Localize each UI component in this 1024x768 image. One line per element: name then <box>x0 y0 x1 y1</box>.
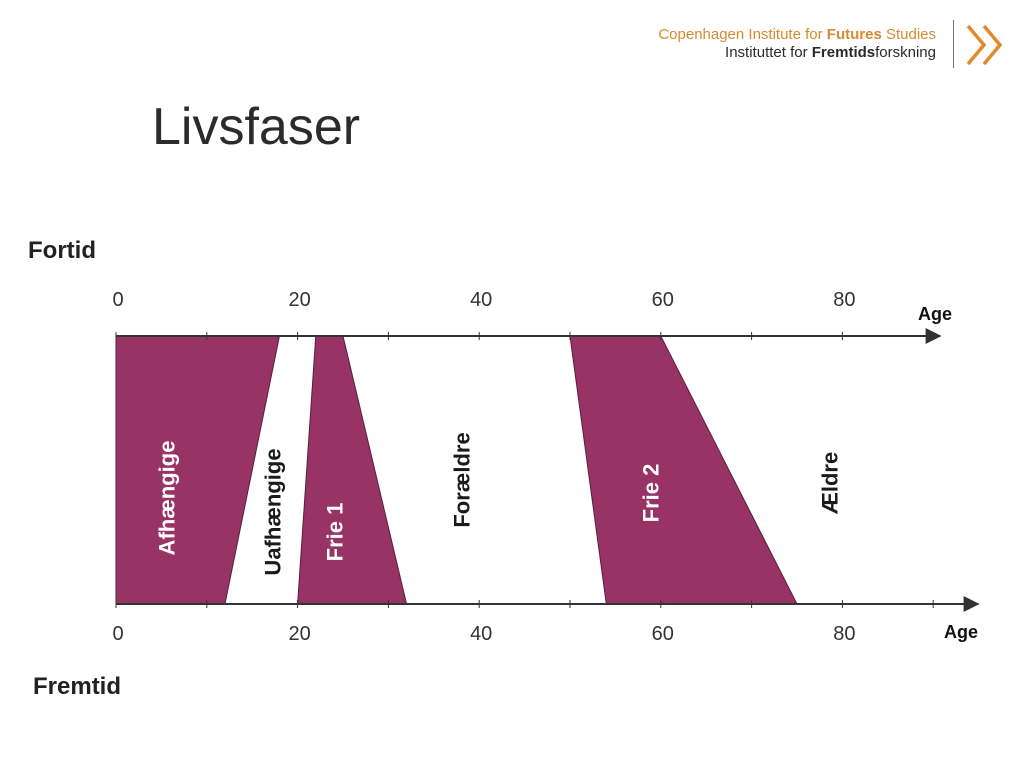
phase-label-2: Frie 1 <box>323 503 348 562</box>
bottom-tick-label: 40 <box>470 623 492 645</box>
phase-label-3: Forældre <box>450 432 475 527</box>
future-label: Fremtid <box>33 673 122 700</box>
logo-divider <box>953 20 954 68</box>
logo-line-english: Copenhagen Institute for Futures Studies <box>658 26 936 43</box>
bottom-tick-label: 0 <box>112 623 123 645</box>
top-tick-label: 0 <box>112 289 123 311</box>
institute-logo: Copenhagen Institute for Futures Studies… <box>632 20 1012 70</box>
slide-title: Livsfaser <box>152 98 361 156</box>
bottom-tick-label: 20 <box>288 623 310 645</box>
phase-shapes <box>115 335 798 605</box>
phase-labels: Afhængige Uafhængige Frie 1 Forældre Frie 2 Æ… <box>155 432 843 575</box>
top-tick-label: 40 <box>470 289 492 311</box>
bottom-tick-label: 80 <box>833 623 855 645</box>
phase-label-1: Uafhængige <box>261 448 286 575</box>
phase-shape-0 <box>115 335 281 605</box>
phase-label-0: Afhængige <box>155 441 180 556</box>
top-axis-title: Age <box>918 304 952 324</box>
phase-shape-2 <box>297 335 408 605</box>
bottom-axis-title: Age <box>944 622 978 642</box>
top-tick-label: 20 <box>288 289 310 311</box>
axis-ticks: 0 0 20 20 40 40 60 60 80 80 <box>112 289 934 645</box>
top-tick-label: 80 <box>833 289 855 311</box>
past-label: Fortid <box>28 237 96 264</box>
logo-line-danish: Instituttet for Fremtidsforskning <box>725 44 936 61</box>
phase-label-5: Ældre <box>818 452 843 514</box>
top-tick-label: 60 <box>652 289 674 311</box>
phase-label-4: Frie 2 <box>639 464 664 523</box>
logo-text: Copenhagen Institute for Futures Studies… <box>658 26 936 62</box>
double-chevron-icon <box>966 24 1003 66</box>
phase-shape-4 <box>569 335 798 605</box>
bottom-tick-label: 60 <box>652 623 674 645</box>
